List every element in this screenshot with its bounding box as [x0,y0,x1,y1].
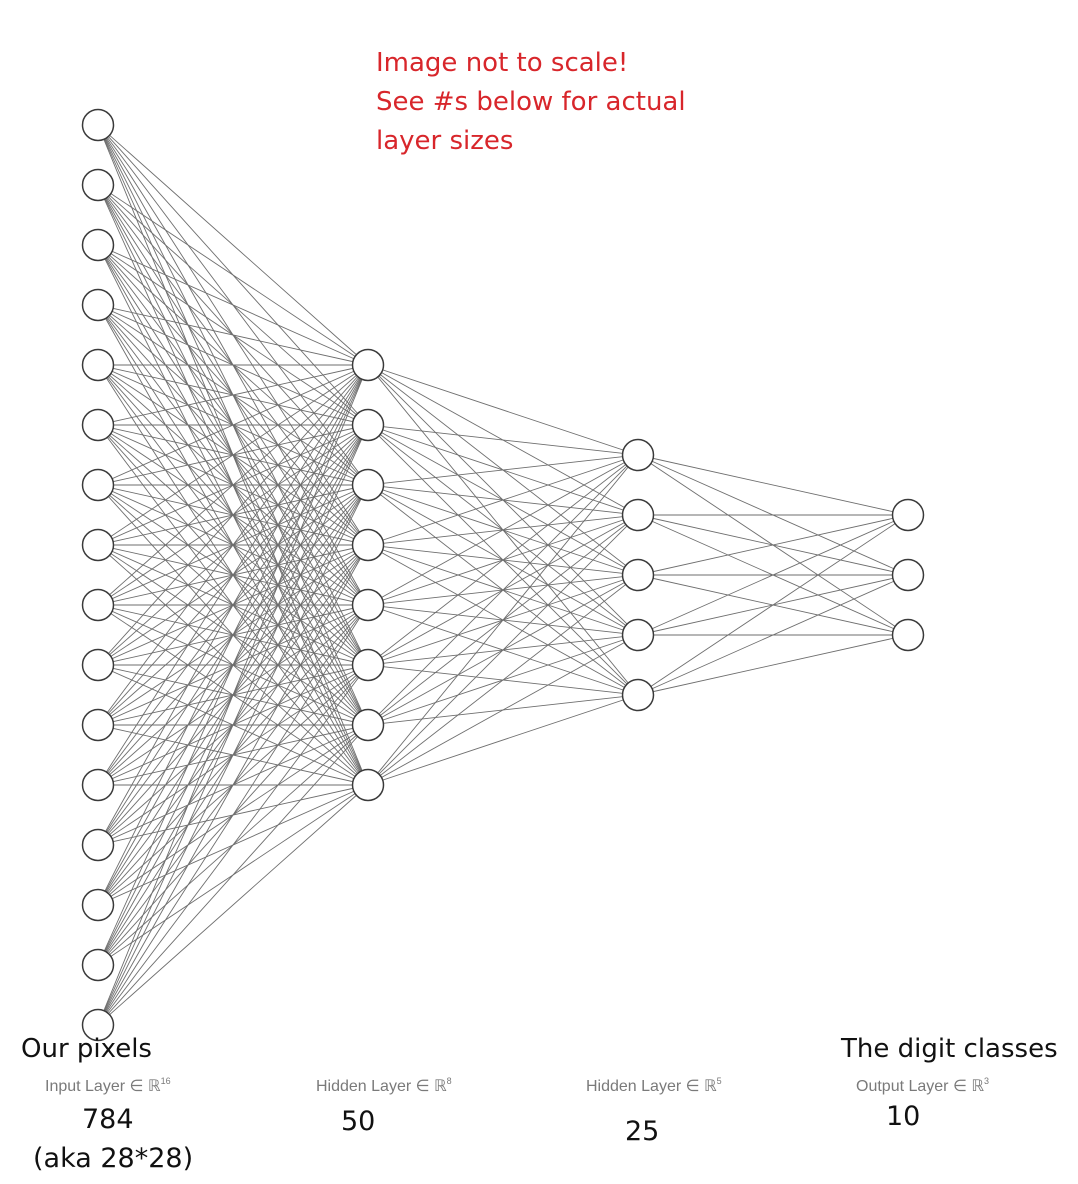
connection-line [97,364,369,666]
connection-line [637,514,909,576]
neuron-node-layer-3 [621,498,655,532]
hidden-layer-2-size: 25 [625,1116,660,1147]
connection-line [367,514,639,786]
connection-line [97,724,369,1026]
connection-line [367,634,639,786]
connection-line [97,364,369,606]
connection-line [97,184,369,366]
neuron-node-layer-2 [351,408,385,442]
connection-line [367,454,639,486]
connection-line [97,364,369,846]
hidden-layer-2-label: Hidden Layer ∈ ℝ5 [586,1076,722,1096]
connection-line [97,364,369,966]
connection-line [97,244,369,366]
connection-line [367,454,639,606]
note-line-1: Image not to scale! [376,48,629,78]
note-line-3: layer sizes [376,126,514,156]
neuron-node-layer-2 [351,468,385,502]
neuron-node-layer-1 [81,948,115,982]
neuron-node-layer-2 [351,648,385,682]
connection-line [367,454,639,666]
hidden-layer-1-dim: 8 [446,1076,452,1086]
output-layer-label: Output Layer ∈ ℝ3 [856,1076,989,1096]
neuron-node-layer-1 [81,528,115,562]
connection-line [367,454,639,546]
input-layer-label: Input Layer ∈ ℝ16 [45,1076,171,1096]
neuron-node-layer-1 [81,108,115,142]
connection-line [97,604,369,1026]
connection-line [637,514,909,696]
neuron-node-layer-1 [81,888,115,922]
connection-line [97,364,369,486]
neuron-node-layer-3 [621,678,655,712]
hidden-layer-2-dim: 5 [716,1076,722,1086]
note-line-2: See #s below for actual [376,87,686,117]
connection-line [367,424,639,456]
connection-line [637,454,909,516]
neuron-nodes [81,108,925,1042]
neuron-node-layer-3 [621,618,655,652]
connection-line [367,454,639,786]
connection-line [97,364,369,1026]
neuron-node-layer-1 [81,648,115,682]
input-layer-size: 784 [82,1104,134,1135]
input-layer-caption: Our pixels [21,1034,152,1064]
neuron-node-layer-1 [81,228,115,262]
connection-line [367,694,639,786]
neuron-node-layer-2 [351,528,385,562]
neuron-node-layer-3 [621,558,655,592]
output-layer-caption: The digit classes [841,1034,1058,1064]
neuron-node-layer-2 [351,348,385,382]
neuron-node-layer-4 [891,558,925,592]
neuron-node-layer-1 [81,828,115,862]
neuron-node-layer-1 [81,408,115,442]
connection-line [637,634,909,696]
neuron-node-layer-2 [351,708,385,742]
connection-line [97,364,369,786]
connection-line [97,544,369,1026]
neuron-node-layer-1 [81,288,115,322]
connection-line [97,784,369,1026]
neuron-node-layer-1 [81,168,115,202]
neuron-node-layer-1 [81,708,115,742]
connection-line [97,124,369,366]
neuron-node-layer-1 [81,588,115,622]
scale-warning-note: Image not to scale! See #s below for act… [376,44,716,156]
connection-line [637,514,909,636]
connection-line [97,424,369,1026]
input-layer-size-note: (aka 28*28) [33,1143,194,1174]
connection-line [97,664,369,1026]
neuron-node-layer-1 [81,1008,115,1042]
neuron-node-layer-2 [351,588,385,622]
connection-line [637,574,909,696]
hidden-layer-1-label: Hidden Layer ∈ ℝ8 [316,1076,452,1096]
output-layer-label-text: Output Layer ∈ ℝ [856,1078,984,1095]
output-layer-dim: 3 [984,1076,990,1086]
connection-line [97,484,369,1026]
connection-line [367,364,639,456]
connection-line [97,304,369,366]
hidden-layer-1-label-text: Hidden Layer ∈ ℝ [316,1078,447,1095]
connection-line [97,364,369,426]
neuron-node-layer-1 [81,468,115,502]
input-layer-dim: 16 [160,1076,171,1086]
neuron-node-layer-3 [621,438,655,472]
hidden-layer-2-label-text: Hidden Layer ∈ ℝ [586,1078,717,1095]
connection-line [367,454,639,726]
connection-line [97,364,369,546]
connection-line [97,364,369,906]
input-layer-label-text: Input Layer ∈ ℝ [45,1078,161,1095]
neuron-node-layer-4 [891,498,925,532]
hidden-layer-1-size: 50 [341,1106,376,1137]
neuron-node-layer-1 [81,768,115,802]
neuron-node-layer-4 [891,618,925,652]
neuron-node-layer-2 [351,768,385,802]
output-layer-size: 10 [886,1101,921,1132]
connection-lines [97,124,909,1026]
connection-line [367,574,639,786]
connection-line [97,364,369,726]
neuron-node-layer-1 [81,348,115,382]
